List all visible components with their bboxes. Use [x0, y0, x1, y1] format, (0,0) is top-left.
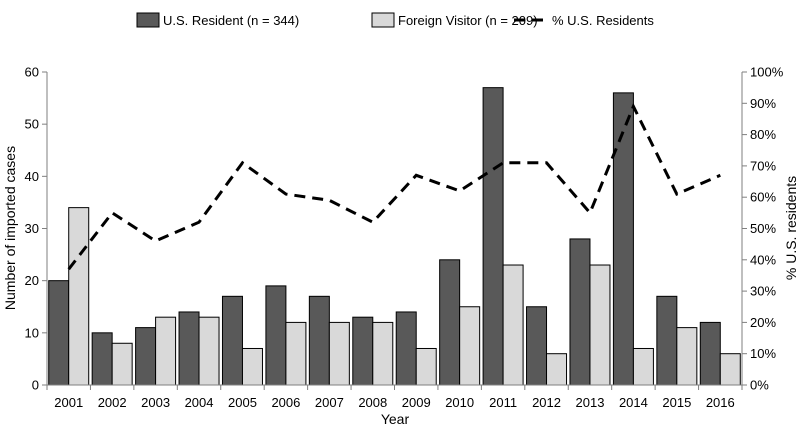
- y-tick-label: 50: [25, 117, 39, 132]
- bar-u-s-resident-2016: [699, 321, 721, 386]
- bar-foreign-visitor-2010: [459, 306, 481, 386]
- x-tick-label: 2014: [619, 395, 648, 410]
- y-right-tick-label: 20%: [750, 315, 776, 330]
- x-tick-label: 2010: [445, 395, 474, 410]
- bar-foreign-visitor-2002: [111, 342, 133, 386]
- y-right-tick-label: 70%: [750, 158, 776, 173]
- x-tick-label: 2008: [358, 395, 387, 410]
- tick-labels: 0 10 20 30 40 50 60 0% 10% 20% 30% 40% 50% 60% 70% 80% 9…: [25, 65, 784, 411]
- bar-foreign-visitor-2004: [198, 316, 220, 386]
- x-tick-label: 2011: [489, 395, 517, 410]
- bar-foreign-visitor-2008: [372, 321, 394, 386]
- bar-foreign-visitor-2011: [502, 264, 524, 386]
- legend-swatch-u-s-resident: [136, 12, 160, 28]
- bar-u-s-resident-2003: [135, 327, 157, 386]
- legend-swatch-foreign-visitor: [371, 12, 395, 28]
- x-tick-label: 2009: [402, 395, 431, 410]
- bar-u-s-resident-2001: [48, 280, 70, 386]
- bar-u-s-resident-2007: [308, 295, 330, 386]
- y-right-tick-label: 80%: [750, 127, 776, 142]
- bar-u-s-resident-2008: [352, 316, 374, 386]
- bar-foreign-visitor-2012: [546, 353, 568, 386]
- x-tick-label: 2005: [228, 395, 257, 410]
- bar-foreign-visitor-2009: [415, 347, 437, 386]
- bar-foreign-visitor-2007: [328, 321, 350, 386]
- bar-u-s-resident-2006: [265, 285, 287, 386]
- legend: U.S. Resident (n = 344) Foreign Visitor (…: [136, 12, 654, 28]
- bar-u-s-resident-2005: [221, 295, 243, 386]
- bar-u-s-resident-2015: [656, 295, 678, 386]
- x-tick-label: 2015: [662, 395, 691, 410]
- y-axis-title: Number of imported cases: [2, 146, 18, 310]
- x-tick-label: 2004: [185, 395, 214, 410]
- y-right-tick-label: 50%: [750, 221, 776, 236]
- y-right-tick-label: 40%: [750, 252, 776, 267]
- y-right-tick-label: 0%: [750, 378, 769, 393]
- bar-foreign-visitor-2016: [719, 353, 741, 386]
- y-right-tick-label: 90%: [750, 96, 776, 111]
- y-tick-label: 40: [25, 169, 39, 184]
- y-right-tick-label: 60%: [750, 190, 776, 205]
- bar-foreign-visitor-2001: [68, 207, 90, 386]
- x-tick-label: 2001: [54, 395, 83, 410]
- y-tick-label: 0: [32, 378, 39, 393]
- legend-label-foreign-visitor: Foreign Visitor (n = 209): [398, 13, 538, 28]
- x-tick-label: 2003: [141, 395, 170, 410]
- x-tick-label: 2007: [315, 395, 344, 410]
- bar-u-s-resident-2010: [439, 259, 461, 386]
- y-tick-label: 60: [25, 65, 39, 80]
- x-tick-label: 2016: [706, 395, 735, 410]
- y-right-tick-label: 100%: [750, 65, 784, 80]
- bar-u-s-resident-2013: [569, 238, 591, 386]
- bar-u-s-resident-2011: [482, 87, 504, 386]
- bar-foreign-visitor-2013: [589, 264, 611, 386]
- y-tick-label: 20: [25, 273, 39, 288]
- legend-label-u-s-residents: % U.S. Residents: [552, 13, 654, 28]
- bar-foreign-visitor-2003: [155, 316, 177, 386]
- y-tick-label: 10: [25, 325, 39, 340]
- bar-foreign-visitor-2014: [632, 347, 654, 386]
- bar-u-s-resident-2012: [526, 306, 548, 386]
- x-tick-label: 2006: [271, 395, 300, 410]
- x-tick-label: 2013: [576, 395, 605, 410]
- bar-u-s-resident-2002: [91, 332, 113, 386]
- bar-foreign-visitor-2015: [676, 327, 698, 386]
- bar-u-s-resident-2009: [395, 311, 417, 386]
- x-tick-label: 2002: [98, 395, 127, 410]
- y-tick-label: 30: [25, 221, 39, 236]
- legend-label-u-s-resident: U.S. Resident (n = 344): [163, 13, 299, 28]
- axes-group: [42, 71, 747, 390]
- y-axis-right-title: % U.S. residents: [783, 176, 799, 280]
- bar-foreign-visitor-2006: [285, 321, 307, 386]
- x-axis-title: Year: [381, 411, 410, 427]
- bars-group: [48, 87, 741, 386]
- bar-foreign-visitor-2005: [241, 347, 263, 386]
- y-right-tick-label: 10%: [750, 346, 776, 361]
- x-tick-label: 2012: [532, 395, 561, 410]
- bar-u-s-resident-2014: [612, 92, 634, 386]
- line-series-pct-us-residents: [67, 102, 721, 271]
- y-right-tick-label: 30%: [750, 284, 776, 299]
- bar-u-s-resident-2004: [178, 311, 200, 386]
